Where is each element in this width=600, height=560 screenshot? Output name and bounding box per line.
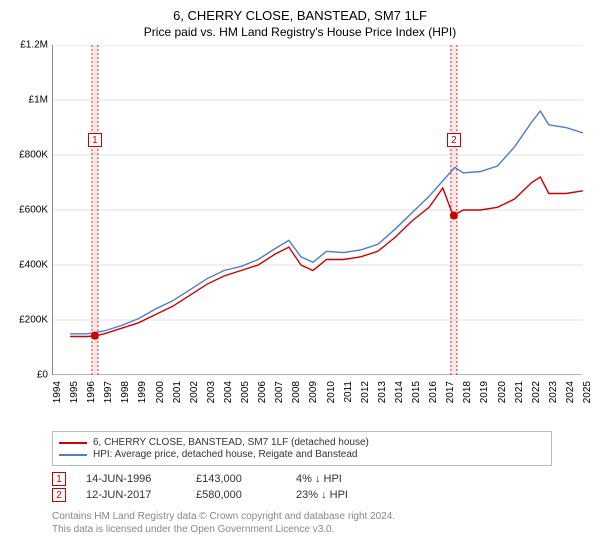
x-tick-label: 2021 (514, 381, 525, 403)
x-tick-label: 2018 (462, 381, 473, 403)
sale-event-date: 12-JUN-2017 (86, 489, 176, 501)
footer-line: This data is licensed under the Open Gov… (52, 523, 590, 536)
x-tick-label: 2014 (394, 381, 405, 403)
x-tick-label: 2003 (206, 381, 217, 403)
x-tick-label: 1998 (120, 381, 131, 403)
page-subtitle: Price paid vs. HM Land Registry's House … (10, 25, 590, 39)
x-tick-label: 2006 (257, 381, 268, 403)
legend-item-property: 6, CHERRY CLOSE, BANSTEAD, SM7 1LF (deta… (59, 437, 545, 448)
sale-event-num: 1 (52, 472, 66, 486)
x-tick-label: 2024 (565, 381, 576, 403)
x-tick-label: 2000 (155, 381, 166, 403)
x-tick-label: 2012 (360, 381, 371, 403)
legend-swatch-red (59, 442, 87, 444)
x-tick-label: 2013 (377, 381, 388, 403)
legend-label: 6, CHERRY CLOSE, BANSTEAD, SM7 1LF (deta… (93, 437, 369, 448)
x-tick-label: 2009 (308, 381, 319, 403)
y-tick-label: £400K (19, 260, 48, 271)
y-tick-label: £0 (37, 370, 48, 381)
x-tick-label: 1997 (103, 381, 114, 403)
sale-event-price: £580,000 (196, 489, 276, 501)
legend-label: HPI: Average price, detached house, Reig… (93, 449, 357, 460)
x-tick-label: 1999 (137, 381, 148, 403)
x-tick-label: 2015 (411, 381, 422, 403)
chart-legend: 6, CHERRY CLOSE, BANSTEAD, SM7 1LF (deta… (52, 431, 552, 466)
y-tick-label: £1M (29, 95, 48, 106)
x-tick-label: 2007 (274, 381, 285, 403)
x-tick-label: 2022 (531, 381, 542, 403)
x-tick-label: 2002 (189, 381, 200, 403)
page-title: 6, CHERRY CLOSE, BANSTEAD, SM7 1LF (10, 8, 590, 23)
price-chart: £0£200K£400K£600K£800K£1M£1.2M 12 199419… (10, 45, 590, 425)
sale-event-pct: 4% ↓ HPI (296, 473, 386, 485)
x-tick-label: 1996 (86, 381, 97, 403)
legend-swatch-blue (59, 454, 87, 456)
x-tick-label: 1994 (52, 381, 63, 403)
y-tick-label: £200K (19, 315, 48, 326)
y-tick-label: £1.2M (20, 40, 48, 51)
y-tick-label: £600K (19, 205, 48, 216)
x-tick-label: 2019 (479, 381, 490, 403)
sale-marker-1: 1 (88, 133, 102, 147)
x-tick-label: 2008 (291, 381, 302, 403)
sale-event-price: £143,000 (196, 473, 276, 485)
sale-events: 1 14-JUN-1996 £143,000 4% ↓ HPI 2 12-JUN-2017… (52, 472, 590, 502)
footer-line: Contains HM Land Registry data © Crown c… (52, 510, 590, 523)
x-tick-label: 2020 (497, 381, 508, 403)
x-axis-labels: 1994 1995 1996 1997 1998 1999 2000 2001 2002 2003… (52, 377, 582, 425)
footer-attribution: Contains HM Land Registry data © Crown c… (52, 510, 590, 536)
plot-area: 12 (52, 45, 582, 375)
sale-event-date: 14-JUN-1996 (86, 473, 176, 485)
x-tick-label: 2011 (343, 381, 354, 403)
sale-event-row: 2 12-JUN-2017 £580,000 23% ↓ HPI (52, 488, 590, 502)
x-tick-label: 2001 (172, 381, 183, 403)
sale-marker-2: 2 (447, 133, 461, 147)
y-tick-label: £800K (19, 150, 48, 161)
x-tick-label: 2017 (445, 381, 456, 403)
x-tick-label: 2004 (223, 381, 234, 403)
sale-event-pct: 23% ↓ HPI (296, 489, 386, 501)
sale-event-num: 2 (52, 488, 66, 502)
x-tick-label: 2005 (240, 381, 251, 403)
x-tick-label: 2023 (548, 381, 559, 403)
sale-event-row: 1 14-JUN-1996 £143,000 4% ↓ HPI (52, 472, 590, 486)
x-tick-label: 2016 (428, 381, 439, 403)
x-tick-label: 2025 (582, 381, 593, 403)
legend-item-hpi: HPI: Average price, detached house, Reig… (59, 449, 545, 460)
x-tick-label: 2010 (326, 381, 337, 403)
y-axis-labels: £0£200K£400K£600K£800K£1M£1.2M (10, 45, 52, 375)
x-tick-label: 1995 (69, 381, 80, 403)
